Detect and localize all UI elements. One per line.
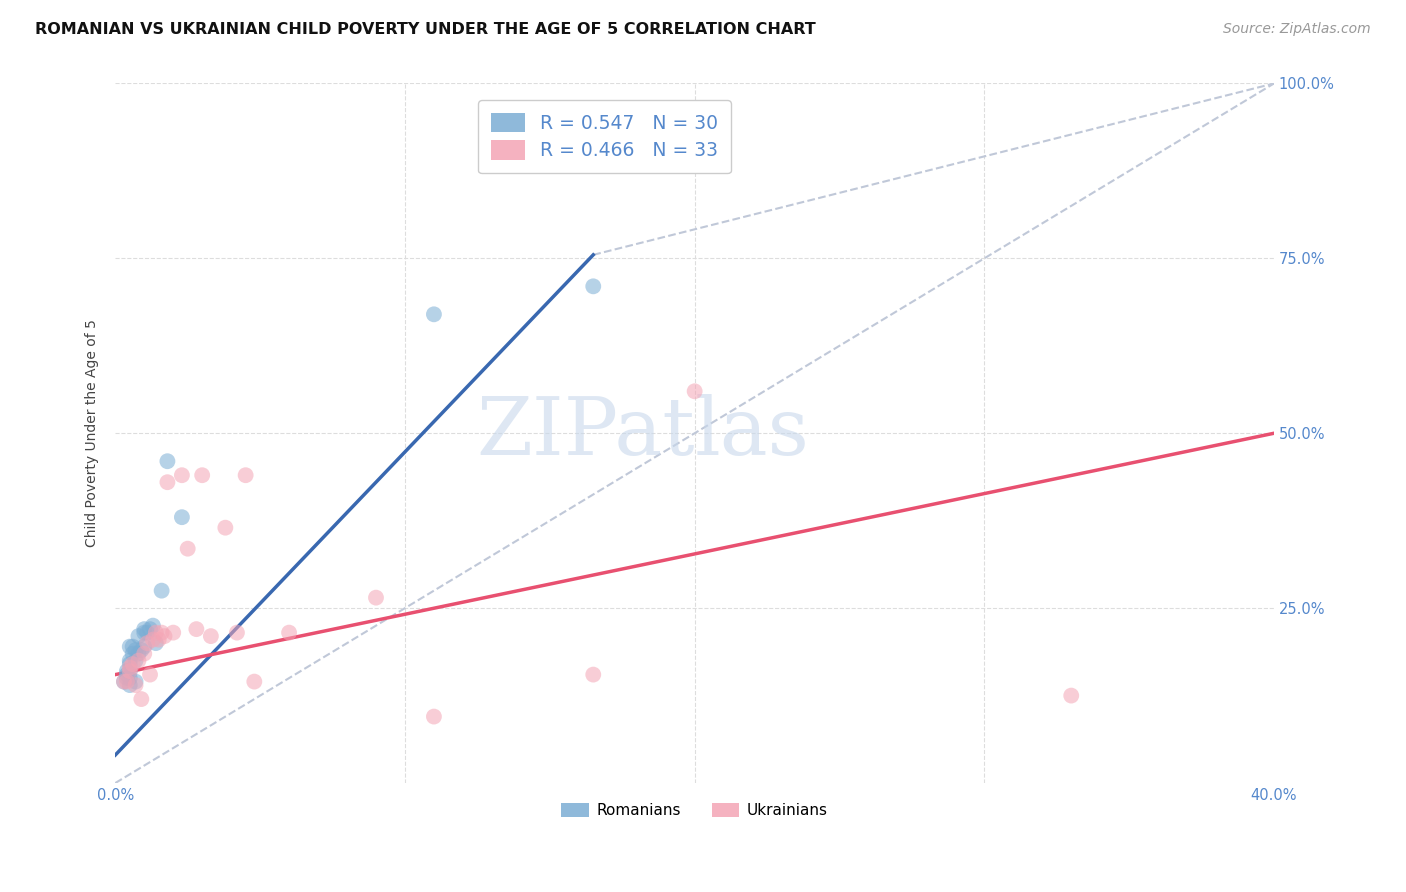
Point <box>150 583 173 598</box>
Point <box>134 647 156 661</box>
Point <box>423 709 446 723</box>
Point <box>131 692 153 706</box>
Point <box>200 629 222 643</box>
Point <box>127 629 149 643</box>
Point <box>134 625 156 640</box>
Point <box>134 622 156 636</box>
Point <box>124 643 146 657</box>
Point <box>118 654 141 668</box>
Point <box>582 279 605 293</box>
Point <box>214 521 236 535</box>
Y-axis label: Child Poverty Under the Age of 5: Child Poverty Under the Age of 5 <box>86 319 100 547</box>
Point <box>115 671 138 685</box>
Point <box>150 625 173 640</box>
Text: ROMANIAN VS UKRAINIAN CHILD POVERTY UNDER THE AGE OF 5 CORRELATION CHART: ROMANIAN VS UKRAINIAN CHILD POVERTY UNDE… <box>35 22 815 37</box>
Point <box>121 647 143 661</box>
Point <box>124 654 146 668</box>
Point <box>186 622 208 636</box>
Point <box>115 667 138 681</box>
Point <box>118 660 141 674</box>
Point <box>364 591 387 605</box>
Point <box>145 636 167 650</box>
Point <box>124 678 146 692</box>
Point <box>118 657 141 672</box>
Point <box>243 674 266 689</box>
Point <box>127 647 149 661</box>
Point <box>136 625 159 640</box>
Point <box>278 625 301 640</box>
Point <box>139 622 162 636</box>
Point <box>127 654 149 668</box>
Point <box>115 664 138 678</box>
Point <box>139 667 162 681</box>
Point <box>235 468 257 483</box>
Point <box>156 454 179 468</box>
Point <box>176 541 198 556</box>
Point <box>124 674 146 689</box>
Point <box>118 640 141 654</box>
Text: ZIPat: ZIPat <box>477 394 695 472</box>
Point <box>134 640 156 654</box>
Point <box>112 674 135 689</box>
Point <box>1060 689 1083 703</box>
Point <box>115 674 138 689</box>
Point <box>148 632 170 647</box>
Legend: Romanians, Ukrainians: Romanians, Ukrainians <box>555 797 834 824</box>
Point <box>112 674 135 689</box>
Point <box>170 468 193 483</box>
Text: las: las <box>695 394 810 472</box>
Point <box>170 510 193 524</box>
Point <box>153 629 176 643</box>
Point <box>145 625 167 640</box>
Point <box>162 625 184 640</box>
Point <box>118 664 141 678</box>
Point <box>683 384 706 399</box>
Point <box>142 632 165 647</box>
Point <box>121 657 143 672</box>
Point <box>423 307 446 321</box>
Text: Source: ZipAtlas.com: Source: ZipAtlas.com <box>1223 22 1371 37</box>
Point <box>226 625 249 640</box>
Point <box>142 618 165 632</box>
Point <box>156 475 179 490</box>
Point <box>582 667 605 681</box>
Point <box>131 643 153 657</box>
Point <box>118 671 141 685</box>
Point <box>118 664 141 678</box>
Point <box>121 640 143 654</box>
Point <box>136 636 159 650</box>
Point <box>118 678 141 692</box>
Point <box>191 468 214 483</box>
